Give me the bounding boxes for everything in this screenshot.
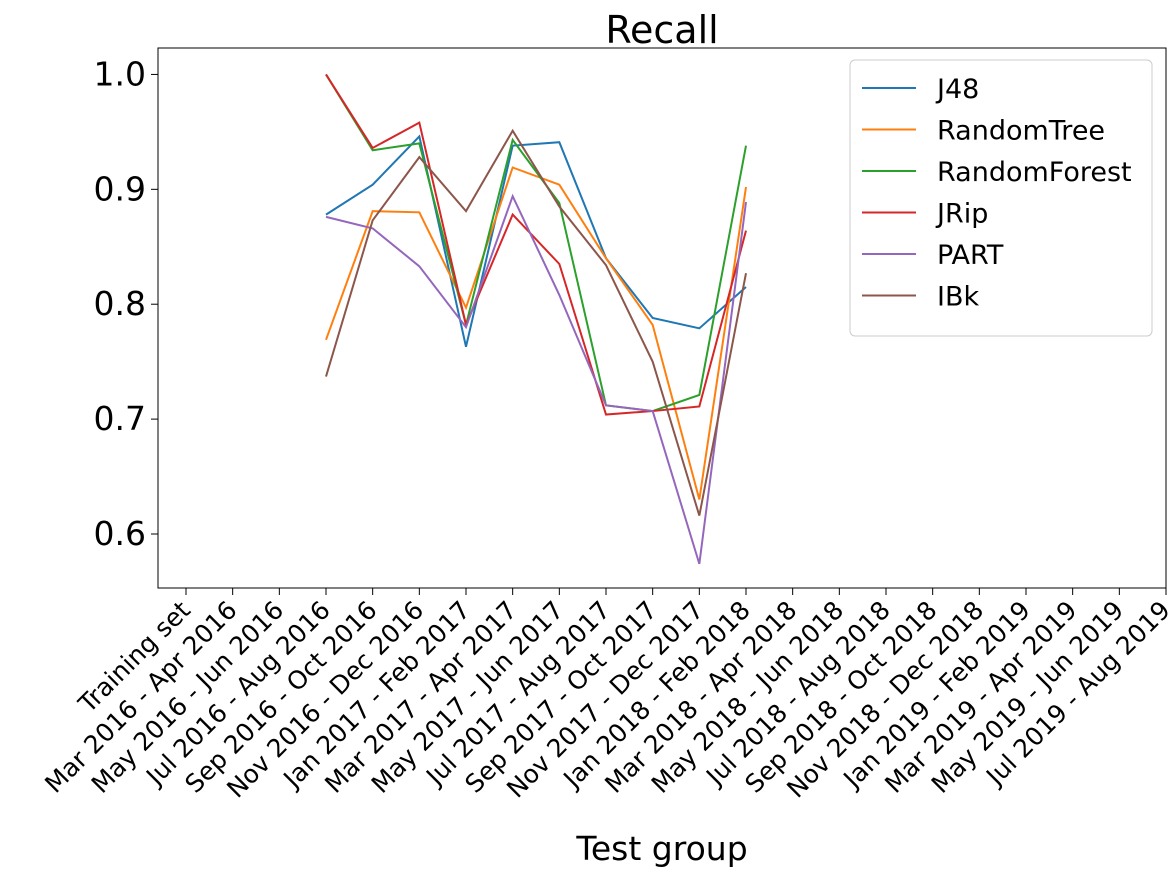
chart-title: Recall bbox=[605, 8, 718, 52]
legend-label: PART bbox=[937, 240, 1004, 271]
legend-label: IBk bbox=[937, 282, 979, 313]
y-tick-label: 0.8 bbox=[94, 284, 146, 323]
legend-label: JRip bbox=[935, 199, 988, 230]
series-line bbox=[325, 193, 747, 565]
x-axis-label: Test group bbox=[575, 829, 747, 868]
series-line bbox=[325, 166, 747, 500]
series-line bbox=[325, 134, 747, 347]
plot-frame bbox=[157, 47, 1167, 589]
y-tick-label: 0.9 bbox=[94, 169, 146, 208]
legend-box bbox=[849, 59, 1153, 337]
legend-label: J48 bbox=[935, 74, 979, 105]
series-line bbox=[325, 73, 747, 416]
legend-label: RandomForest bbox=[937, 157, 1132, 188]
y-tick-label: 0.7 bbox=[94, 399, 146, 438]
legend-label: RandomTree bbox=[937, 116, 1105, 147]
y-tick-label: 0.6 bbox=[94, 514, 146, 553]
y-tick-label: 1.0 bbox=[94, 54, 146, 93]
series-line bbox=[325, 128, 747, 516]
series-line bbox=[325, 73, 747, 413]
